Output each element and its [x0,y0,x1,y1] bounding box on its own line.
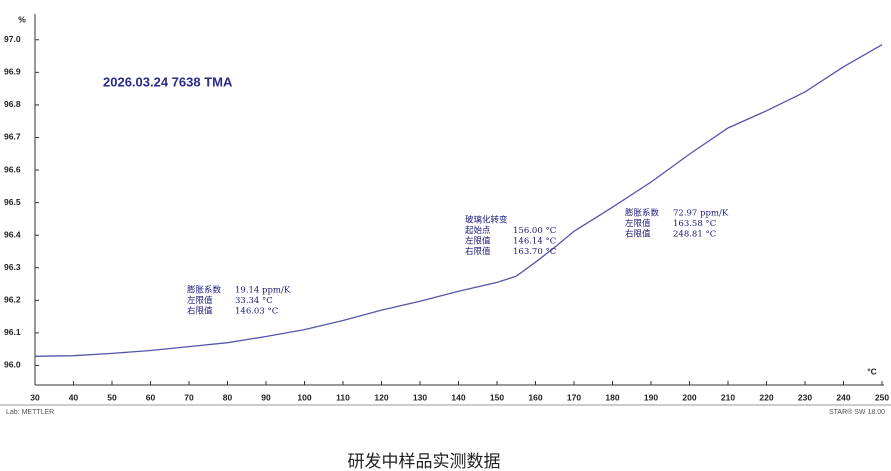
x-tick-label: 30 [30,392,40,402]
x-tick-label: 240 [836,392,850,402]
x-tick-label: 90 [261,392,271,402]
x-tick-label: 80 [223,392,233,402]
x-tick-label: 160 [528,392,542,402]
y-tick-label: 96.4 [4,229,21,239]
annotation-title: 玻璃化转变 [465,215,508,226]
annotation-label: 右限值 [465,246,491,257]
y-tick-label: 96.9 [4,67,21,77]
chart-title: 2026.03.24 7638 TMA [103,74,233,89]
x-tick-label: 210 [721,392,735,402]
x-tick-label: 190 [644,392,658,402]
annotation-value: 146.03 °C [235,307,278,317]
y-tick-label: 96.7 [4,132,21,142]
annotation-label: 右限值 [187,306,213,317]
y-axis-label: % [18,14,26,24]
y-tick-label: 97.0 [4,34,21,44]
y-tick-label: 96.0 [4,360,21,370]
annotation-value: 248.81 °C [673,230,716,240]
annotation-value: 146.14 °C [513,237,556,247]
x-tick-label: 180 [605,392,619,402]
annotation-value: 163.58 °C [673,219,716,229]
x-tick-label: 110 [336,392,350,402]
annotation-label: 左限值 [625,218,651,229]
annotation-value: 72.97 ppm/K [673,209,729,219]
annotation-label: 起始点 [465,225,491,236]
annotation-label: 左限值 [187,295,213,306]
data-line [34,44,883,357]
annotation-value: 163.70 °C [513,247,556,257]
x-tick-label: 100 [297,392,311,402]
footer-left: Lab: METTLER [6,409,54,416]
footer-right: STAR® SW 18.00 [829,408,885,416]
x-axis-label: °C [867,366,877,376]
x-tick-label: 130 [413,392,427,402]
y-tick-label: 96.3 [4,262,21,272]
annotation-label: 右限值 [625,229,651,240]
x-tick-label: 50 [107,392,117,402]
x-tick-label: 150 [490,392,504,402]
x-tick-label: 250 [875,392,889,402]
annotation-value: 33.34 °C [235,296,273,306]
caption: 研发中样品实测数据 [348,452,501,471]
x-tick-label: 70 [184,392,194,402]
y-tick-label: 96.6 [4,164,21,174]
annotation-label: 膨胀系数 [187,285,222,296]
x-tick-label: 170 [567,392,581,402]
x-tick-label: 200 [682,392,696,402]
y-tick-label: 96.8 [4,99,21,109]
annotation-value: 156.00 °C [513,226,556,236]
annotation-label: 左限值 [465,236,491,247]
x-tick-label: 230 [798,392,812,402]
y-tick-label: 96.5 [4,197,21,207]
x-tick-label: 120 [374,392,388,402]
annotation-value: 19.14 ppm/K [235,286,291,296]
y-tick-label: 96.2 [4,295,21,305]
y-tick-label: 96.1 [4,327,21,337]
x-tick-label: 140 [451,392,465,402]
x-tick-label: 40 [69,392,79,402]
x-tick-label: 60 [146,392,156,402]
annotation-label: 膨胀系数 [625,208,660,219]
x-tick-label: 220 [759,392,773,402]
